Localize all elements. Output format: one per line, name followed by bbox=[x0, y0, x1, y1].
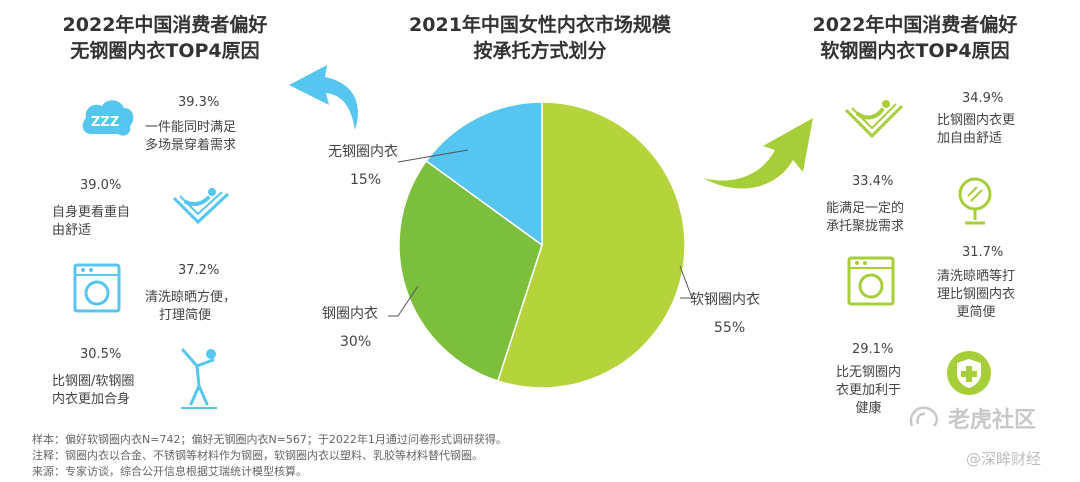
right-title-line1: 2022年中国消费者偏好 bbox=[812, 14, 1018, 36]
slice-label-ruangangquan: 软钢圈内衣 55% bbox=[690, 290, 760, 338]
right-item-3-line2: 理比钢圈内衣 bbox=[937, 287, 1016, 302]
right-item-1-pct: 34.9% bbox=[962, 91, 1004, 106]
left-item-1-line1: 一件能同时满足 bbox=[145, 120, 237, 135]
left-title-line2: 无钢圈内衣TOP4原因 bbox=[70, 40, 260, 62]
left-item-3-line2: 打理简便 bbox=[159, 308, 212, 323]
left-item-1-line2: 多场景穿着需求 bbox=[145, 138, 237, 153]
pie-chart bbox=[388, 101, 693, 389]
washing-machine-icon bbox=[73, 263, 121, 313]
footnote-note: 注释：钢圈内衣以合金、不锈钢等材料作为钢圈，软钢圈内衣以塑料、乳胶等材料替代钢圈… bbox=[32, 449, 483, 462]
slice-name-gangquan: 钢圈内衣 bbox=[322, 306, 378, 322]
watermark-sub: @深眸财经 bbox=[966, 450, 1042, 468]
left-item-4-line2: 内衣更加合身 bbox=[52, 392, 131, 407]
right-item-2-desc: 能满足一定的 承托聚拢需求 bbox=[826, 200, 904, 236]
leader-line-ruangangquan bbox=[679, 265, 693, 299]
slice-name-ruangangquan: 软钢圈内衣 bbox=[690, 292, 760, 308]
reclining-comfort-icon bbox=[172, 188, 230, 225]
right-title-line2: 软钢圈内衣TOP4原因 bbox=[820, 40, 1010, 62]
watermark-logo-icon bbox=[909, 406, 938, 427]
left-item-3-desc: 清洗晾晒方便， 打理简便 bbox=[145, 289, 236, 325]
right-curved-arrow-icon bbox=[703, 118, 813, 189]
right-item-2-pct: 33.4% bbox=[852, 174, 894, 189]
washing-machine-icon bbox=[847, 256, 895, 306]
right-item-2-line1: 能满足一定的 bbox=[826, 201, 905, 216]
leader-line-gangquan bbox=[388, 285, 419, 317]
reclining-comfort-icon bbox=[844, 100, 904, 139]
chart-title-line1: 2021年中国女性内衣市场规模 bbox=[409, 14, 671, 36]
right-item-4-pct: 29.1% bbox=[852, 342, 894, 357]
left-item-3-pct: 37.2% bbox=[178, 263, 220, 278]
right-item-1-desc: 比钢圈内衣更 加自由舒适 bbox=[937, 112, 1015, 148]
left-item-4-desc: 比钢圈/软钢圈 内衣更加合身 bbox=[52, 373, 134, 409]
slice-label-wugangquan: 无钢圈内衣 15% bbox=[328, 142, 398, 190]
slice-value-ruangangquan: 55% bbox=[714, 320, 746, 336]
right-item-1-line2: 加自由舒适 bbox=[937, 131, 1003, 146]
slice-label-gangquan: 钢圈内衣 30% bbox=[322, 304, 378, 352]
right-item-2-line2: 承托聚拢需求 bbox=[826, 219, 905, 234]
right-item-1-line1: 比钢圈内衣更 bbox=[937, 113, 1016, 128]
left-curved-arrow-icon bbox=[289, 65, 358, 130]
pie-slice-ruangangquan bbox=[496, 101, 686, 389]
footnote-sample: 样本：偏好软钢圈内衣N=742；偏好无钢圈内衣N=567；于2022年1月通过问… bbox=[32, 433, 507, 446]
left-item-1-pct: 39.3% bbox=[178, 95, 220, 110]
stretching-person-icon bbox=[181, 348, 217, 409]
left-item-4-line1: 比钢圈/软钢圈 bbox=[52, 374, 135, 389]
left-panel-title: 2022年中国消费者偏好 无钢圈内衣TOP4原因 bbox=[45, 12, 285, 64]
leader-line-wugangquan bbox=[397, 149, 469, 163]
left-item-2-pct: 39.0% bbox=[80, 178, 122, 193]
right-item-3-line1: 清洗晾晒等打 bbox=[937, 269, 1016, 284]
watermark-main: 老虎社区 bbox=[948, 408, 1037, 433]
left-item-3-line1: 清洗晾晒方便， bbox=[145, 290, 237, 305]
left-item-2-line2: 由舒适 bbox=[52, 223, 92, 238]
left-item-2-desc: 自身更看重自 由舒适 bbox=[52, 204, 130, 240]
pie-slice-wugangquan bbox=[425, 101, 543, 247]
right-item-4-line2: 衣更加利于 bbox=[836, 383, 902, 398]
pie-slice-gangquan bbox=[398, 159, 543, 382]
left-item-4-pct: 30.5% bbox=[80, 347, 122, 362]
right-item-3-line3: 更简便 bbox=[956, 305, 996, 320]
chart-title: 2021年中国女性内衣市场规模 按承托方式划分 bbox=[370, 12, 710, 64]
footnote-source: 来源：专家访谈，综合公开信息根据艾瑞统计模型核算。 bbox=[32, 465, 307, 478]
slice-value-wugangquan: 15% bbox=[350, 172, 382, 188]
left-title-line1: 2022年中国消费者偏好 bbox=[62, 14, 268, 36]
slice-value-gangquan: 30% bbox=[340, 334, 372, 350]
right-item-4-desc: 比无钢圈内 衣更加利于 健康 bbox=[836, 364, 901, 418]
mirror-icon bbox=[958, 177, 992, 225]
pie-slices bbox=[398, 101, 686, 389]
right-item-3-desc: 清洗晾晒等打 理比钢圈内衣 更简便 bbox=[937, 268, 1015, 322]
chart-title-line2: 按承托方式划分 bbox=[473, 40, 607, 62]
slice-name-wugangquan: 无钢圈内衣 bbox=[328, 144, 398, 160]
sleep-zzz-icon: ZZZ bbox=[82, 100, 134, 136]
right-item-4-line1: 比无钢圈内 bbox=[836, 365, 902, 380]
health-cross-icon bbox=[947, 351, 991, 395]
right-panel-title: 2022年中国消费者偏好 软钢圈内衣TOP4原因 bbox=[795, 12, 1035, 64]
right-item-3-pct: 31.7% bbox=[962, 245, 1004, 260]
left-item-2-line1: 自身更看重自 bbox=[52, 205, 131, 220]
left-item-1-desc: 一件能同时满足 多场景穿着需求 bbox=[145, 119, 236, 155]
right-item-4-line3: 健康 bbox=[855, 401, 882, 416]
svg-text:ZZZ: ZZZ bbox=[91, 115, 119, 130]
